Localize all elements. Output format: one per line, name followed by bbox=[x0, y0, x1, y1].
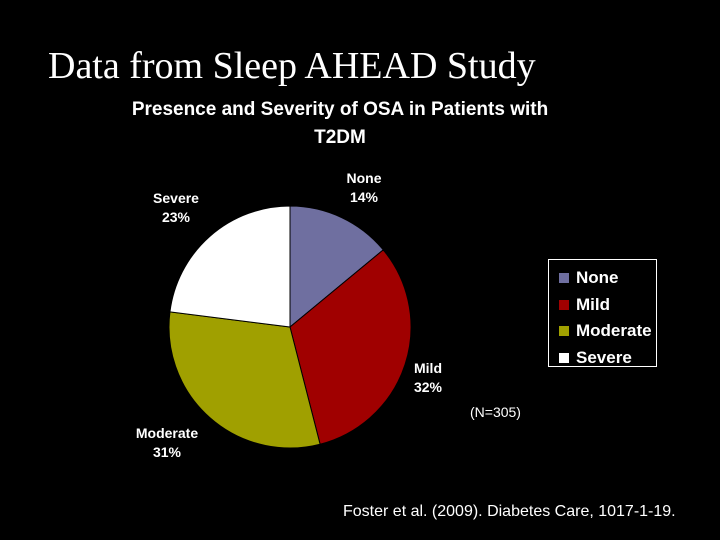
slide-title: Data from Sleep AHEAD Study bbox=[48, 45, 536, 87]
legend-label-mild: Mild bbox=[576, 294, 610, 314]
legend-label-severe: Severe bbox=[576, 347, 632, 367]
legend-item-none: None bbox=[558, 265, 656, 292]
sample-size-note: (N=305) bbox=[470, 404, 521, 420]
slice-label-severe: Severe 23% bbox=[153, 189, 199, 227]
pie-slice-none bbox=[289, 205, 384, 329]
legend-item-moderate: Moderate bbox=[558, 318, 656, 345]
citation: Foster et al. (2009). Diabetes Care, 101… bbox=[343, 503, 676, 520]
chart-legend: None Mild Moderate Severe bbox=[548, 259, 657, 367]
slice-label-moderate-value: 31% bbox=[152, 444, 182, 460]
chart-title-line-2: T2DM bbox=[314, 127, 366, 148]
legend-item-severe: Severe bbox=[558, 345, 656, 372]
slice-label-none-name: None bbox=[346, 170, 382, 186]
chart-title-line-1: Presence and Severity of OSA in Patients… bbox=[131, 99, 549, 120]
legend-swatch-none bbox=[558, 272, 570, 285]
legend-label-none: None bbox=[576, 268, 619, 288]
chart-title: Presence and Severity of OSA in Patients… bbox=[60, 96, 620, 152]
slice-label-none-value: 14% bbox=[349, 189, 379, 205]
slice-label-moderate-name: Moderate bbox=[135, 425, 199, 441]
legend-item-mild: Mild bbox=[558, 292, 656, 319]
slice-label-mild-name: Mild bbox=[414, 360, 442, 376]
pie-slice-severe bbox=[169, 205, 291, 328]
pie-slice-moderate bbox=[168, 311, 321, 449]
pie-slice-mild bbox=[289, 249, 412, 445]
slice-label-severe-value: 23% bbox=[161, 209, 191, 225]
slice-label-severe-name: Severe bbox=[153, 190, 199, 206]
legend-swatch-moderate bbox=[558, 325, 570, 338]
slice-label-mild-value: 32% bbox=[413, 379, 443, 395]
slice-label-mild: Mild 32% bbox=[414, 359, 442, 397]
legend-swatch-mild bbox=[558, 298, 570, 311]
legend-label-moderate: Moderate bbox=[576, 321, 652, 341]
legend-swatch-severe bbox=[558, 351, 570, 364]
slice-label-moderate: Moderate 31% bbox=[136, 424, 198, 462]
slice-label-none: None 14% bbox=[347, 169, 382, 207]
